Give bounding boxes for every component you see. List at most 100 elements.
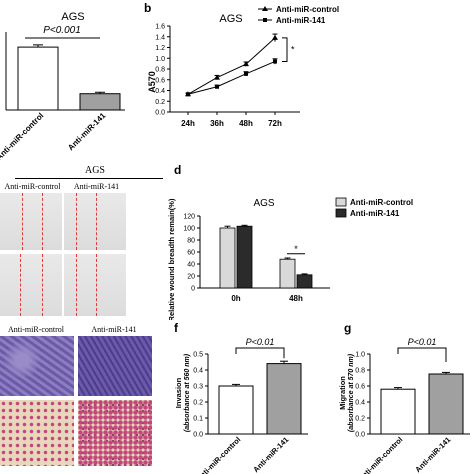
panel-b-point-square (273, 59, 277, 64)
transwell-stain-photo (0, 336, 74, 396)
panel-b-y-tick-label: 1.2 (155, 45, 165, 52)
wound-healing-photo (0, 254, 62, 316)
panel-g-sig-bracket (397, 347, 447, 362)
wound-edge-line (22, 193, 23, 250)
panel-g-label: g (344, 321, 351, 335)
panel-b-title: AGS (219, 13, 242, 25)
wound-edge-line (20, 254, 21, 316)
panel-f-y-tick-label: 0.4 (193, 368, 203, 375)
panel-g-pvalue: P<0.01 (408, 337, 437, 347)
panel-d-bar (279, 258, 296, 289)
legend-swatch-control (335, 197, 347, 207)
panel-b-x-tick-label: 24h (181, 119, 195, 128)
panel-d-bar (296, 274, 313, 289)
panel-b-point-square (215, 84, 219, 89)
wound-edge-line (42, 254, 43, 316)
transwell-stain-photo (0, 400, 74, 466)
panel-b-series-line (187, 61, 276, 95)
panel-g-chart: g Migration (absorbance at 570 nm) 0.0 0.… (338, 321, 470, 474)
panel-g-x-tick-label: Anti-miR-control (356, 435, 404, 474)
panel-b-x-tick-label: 72h (268, 119, 282, 128)
panel-b-point-triangle (243, 61, 249, 67)
panel-b-series-line (187, 37, 276, 95)
panel-b-y-tick-label: 0.0 (155, 110, 165, 117)
panel-g-ylabel: Migration (338, 376, 347, 410)
wound-healing-photo (0, 193, 62, 250)
panel-d-y-tick-label: 0 (191, 286, 195, 293)
panel-c-col-label-control: Anti-miR-control (4, 182, 61, 191)
panel-d-legend-141: Anti-miR-141 (350, 209, 400, 218)
panel-f-chart: f Invasion (absorbance at 560 nm) 0.0 0.1… (174, 321, 308, 474)
panel-b-x-tick-label: 48h (239, 119, 253, 128)
panel-b-y-tick-label: 0.6 (155, 77, 165, 84)
panel-g-ylabel2: (absorbance at 570 nm) (348, 353, 355, 432)
panel-a-tick-label: Anti-miR-141 (66, 111, 108, 153)
panel-g-y-tick-label: 0.4 (355, 400, 365, 407)
panel-a-chart: Anti-miR-control Anti-miR-141 AGS P<0.001 (0, 11, 125, 160)
panel-b-chart: b AGS A570 Anti-miR-control Anti-miR-141… (144, 1, 339, 128)
panel-c-title: AGS (84, 165, 105, 176)
panel-f-x-tick-label: Anti-miR-141 (251, 435, 290, 474)
wound-edge-line (42, 193, 43, 250)
panel-b-y-tick-label: 1.6 (155, 24, 165, 31)
panel-f-y-tick-label: 0.3 (193, 384, 203, 391)
panel-b-legend-control: Anti-miR-control (276, 5, 339, 14)
legend-triangle-marker (262, 6, 268, 11)
panel-b-sig-star: * (291, 45, 295, 55)
panel-f-ylabel: Invasion (174, 377, 183, 408)
panel-d-label: d (174, 163, 181, 177)
panel-d-bar (236, 225, 253, 289)
panel-b-y-tick-label: 0.4 (155, 88, 165, 95)
panel-b-y-tick-label: 1.0 (155, 56, 165, 63)
panel-d-y-tick-label: 40 (187, 262, 195, 269)
transwell-stain-photo (78, 336, 152, 396)
legend-swatch-141 (335, 208, 347, 218)
panel-d-y-tick-label: 100 (183, 226, 195, 233)
panel-e-col-label-141: Anti-miR-141 (91, 325, 137, 334)
panel-f-y-tick-label: 0.2 (193, 400, 203, 407)
panel-b-y-tick-label: 1.4 (155, 34, 165, 41)
wound-edge-line (96, 193, 97, 250)
panel-d-bar (219, 227, 236, 289)
panel-g-y-tick-label: 0.6 (355, 384, 365, 391)
panel-g-y-tick-label: 0.0 (355, 432, 365, 439)
panel-d-y-tick-label: 80 (187, 238, 195, 245)
panel-e-col-label-control: Anti-miR-control (8, 325, 64, 334)
panel-c-col-label-141: Anti-miR-141 (73, 182, 120, 191)
panel-f-y-tick-label: 0.5 (193, 352, 203, 359)
panel-a-pvalue: P<0.001 (43, 25, 81, 36)
panel-f-bar (266, 363, 302, 435)
panel-a-title: AGS (61, 11, 84, 23)
panel-f-sig-bracket (235, 347, 285, 359)
panel-d-chart: d AGS Relative wound breadth remain(%) A… (167, 163, 413, 320)
panel-a-bar (79, 93, 121, 111)
panel-g-y-tick-label: 1.0 (355, 352, 365, 359)
panel-a-tick-label: Anti-miR-control (0, 111, 45, 160)
panel-g-y-tick-label: 0.8 (355, 368, 365, 375)
panel-g-x-tick-label: Anti-miR-141 (413, 435, 452, 474)
panel-b-point-triangle (214, 74, 220, 80)
wound-edge-line (96, 254, 97, 316)
panel-c-title-underline (15, 178, 163, 179)
panel-b-label: b (144, 1, 151, 15)
panel-d-y-tick-label: 60 (187, 250, 195, 257)
panel-g-y-tick-label: 0.2 (355, 416, 365, 423)
panel-a-sig-bracket: P<0.001 (25, 25, 100, 39)
panel-b-ylabel: A570 (147, 71, 157, 93)
panel-b-legend: Anti-miR-control Anti-miR-141 (258, 5, 339, 25)
legend-square-marker (263, 18, 267, 22)
panel-f-pvalue: P<0.01 (246, 337, 275, 347)
transwell-stain-photo (78, 400, 152, 466)
panel-g-bar (428, 373, 464, 435)
panel-d-legend: Anti-miR-control Anti-miR-141 (335, 197, 413, 218)
panel-f-ylabel2: (absorbance at 560 nm) (184, 353, 191, 432)
panel-f-y-tick-label: 0.0 (193, 432, 203, 439)
wound-edge-line (76, 254, 77, 316)
panel-b-point-triangle (272, 34, 278, 40)
wound-healing-photo (64, 254, 126, 316)
panel-b-y-tick-label: 0.8 (155, 67, 165, 74)
panel-g-bar (380, 388, 416, 435)
panel-b-point-square (186, 92, 190, 97)
panel-d-y-tick-label: 120 (183, 214, 195, 221)
panel-d-title: AGS (253, 198, 274, 209)
